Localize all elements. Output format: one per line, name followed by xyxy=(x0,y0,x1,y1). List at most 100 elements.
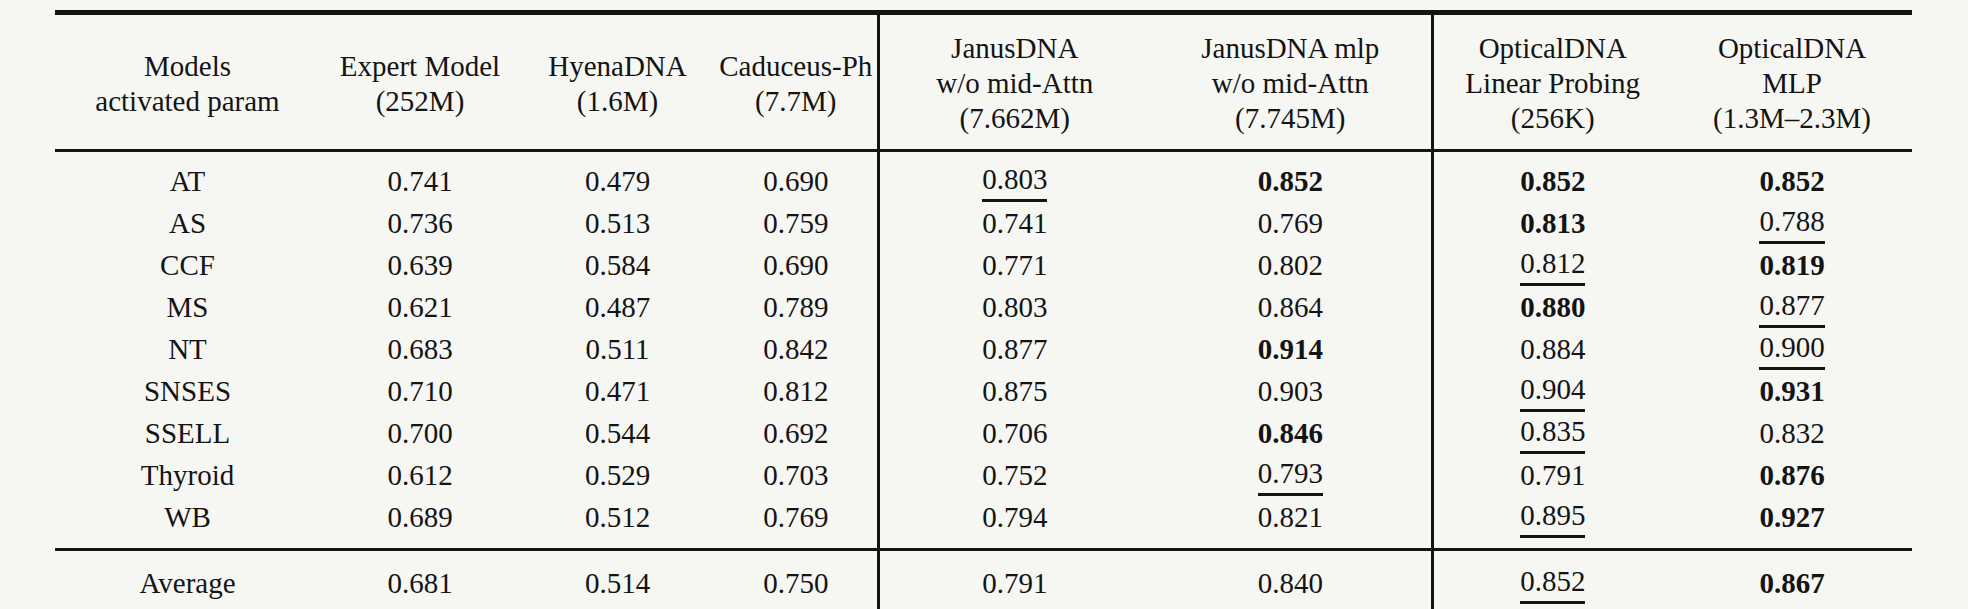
cell-value: 0.752 xyxy=(982,456,1047,494)
cell-value: 0.877 xyxy=(1759,286,1824,328)
cell-value: 0.812 xyxy=(763,372,828,410)
cell-value: 0.788 xyxy=(1759,202,1824,244)
table-cell: 0.867 xyxy=(1672,550,1912,609)
table-cell: 0.813 xyxy=(1432,202,1672,244)
column-header-line: Linear Probing xyxy=(1434,66,1673,101)
column-header-line: HyenaDNA xyxy=(520,49,715,84)
row-label: MS xyxy=(55,286,320,328)
cell-value: 0.864 xyxy=(1258,288,1323,326)
cell-value: 0.706 xyxy=(982,414,1047,452)
table-cell: 0.791 xyxy=(1432,454,1672,496)
table-cell: 0.741 xyxy=(878,202,1150,244)
table-cell: 0.821 xyxy=(1150,496,1432,550)
results-table: Modelsactivated paramExpert Model(252M)H… xyxy=(55,10,1912,609)
cell-value: 0.759 xyxy=(763,204,828,242)
table-cell: 0.512 xyxy=(520,496,715,550)
column-header-line: (7.7M) xyxy=(715,84,877,119)
table-cell: 0.710 xyxy=(320,370,520,412)
cell-value: 0.895 xyxy=(1520,496,1585,538)
table-row-snses: SNSES0.7100.4710.8120.8750.9030.9040.931 xyxy=(55,370,1912,412)
column-header-caduceus-ph: Caduceus-Ph(7.7M) xyxy=(715,13,878,151)
table-cell: 0.741 xyxy=(320,151,520,203)
cell-value: 0.794 xyxy=(982,498,1047,536)
table-cell: 0.875 xyxy=(878,370,1150,412)
table-cell: 0.931 xyxy=(1672,370,1912,412)
table-cell: 0.803 xyxy=(878,286,1150,328)
cell-value: 0.789 xyxy=(763,288,828,326)
cell-value: 0.683 xyxy=(387,330,452,368)
table-cell: 0.880 xyxy=(1432,286,1672,328)
cell-value: 0.690 xyxy=(763,162,828,200)
table-cell: 0.612 xyxy=(320,454,520,496)
row-label: CCF xyxy=(55,244,320,286)
table-cell: 0.802 xyxy=(1150,244,1432,286)
table-cell: 0.884 xyxy=(1432,328,1672,370)
cell-value: 0.584 xyxy=(585,246,650,284)
table-cell: 0.689 xyxy=(320,496,520,550)
cell-value: 0.884 xyxy=(1520,330,1585,368)
table-cell: 0.769 xyxy=(1150,202,1432,244)
cell-value: 0.741 xyxy=(982,204,1047,242)
table-header: Modelsactivated paramExpert Model(252M)H… xyxy=(55,13,1912,151)
table-cell: 0.877 xyxy=(878,328,1150,370)
cell-value: 0.529 xyxy=(585,456,650,494)
table-cell: 0.927 xyxy=(1672,496,1912,550)
row-label: AS xyxy=(55,202,320,244)
table-cell: 0.752 xyxy=(878,454,1150,496)
column-header-line: OpticalDNA xyxy=(1672,31,1912,66)
table-cell: 0.544 xyxy=(520,412,715,454)
table-row-at: AT0.7410.4790.6900.8030.8520.8520.852 xyxy=(55,151,1912,203)
cell-value: 0.840 xyxy=(1258,564,1323,602)
table-cell: 0.514 xyxy=(520,550,715,609)
table-cell: 0.852 xyxy=(1150,151,1432,203)
column-header-line: OpticalDNA xyxy=(1434,31,1673,66)
cell-value: 0.812 xyxy=(1520,244,1585,286)
table-cell: 0.690 xyxy=(715,151,878,203)
table-cell: 0.690 xyxy=(715,244,878,286)
column-header-opticaldna-linear-probing: OpticalDNALinear Probing(256K) xyxy=(1432,13,1672,151)
cell-value: 0.927 xyxy=(1759,498,1824,536)
table-cell: 0.769 xyxy=(715,496,878,550)
table-cell: 0.819 xyxy=(1672,244,1912,286)
table-cell: 0.904 xyxy=(1432,370,1672,412)
table-cell: 0.903 xyxy=(1150,370,1432,412)
cell-value: 0.813 xyxy=(1520,204,1585,242)
cell-value: 0.750 xyxy=(763,564,828,602)
average-row-label: Average xyxy=(55,550,320,609)
column-header-line: (252M) xyxy=(320,84,520,119)
cell-value: 0.846 xyxy=(1258,414,1323,452)
column-header-line: MLP xyxy=(1672,66,1912,101)
row-label: Thyroid xyxy=(55,454,320,496)
column-header-line: Expert Model xyxy=(320,49,520,84)
cell-value: 0.904 xyxy=(1520,370,1585,412)
average-row: Average0.6810.5140.7500.7910.8400.8520.8… xyxy=(55,550,1912,609)
table-cell: 0.812 xyxy=(715,370,878,412)
table-cell: 0.771 xyxy=(878,244,1150,286)
column-header-line: (1.6M) xyxy=(520,84,715,119)
cell-value: 0.479 xyxy=(585,162,650,200)
cell-value: 0.703 xyxy=(763,456,828,494)
cell-value: 0.513 xyxy=(585,204,650,242)
cell-value: 0.769 xyxy=(763,498,828,536)
column-header-line: (7.745M) xyxy=(1150,101,1431,136)
table-cell: 0.812 xyxy=(1432,244,1672,286)
cell-value: 0.842 xyxy=(763,330,828,368)
cell-value: 0.710 xyxy=(387,372,452,410)
table-cell: 0.683 xyxy=(320,328,520,370)
cell-value: 0.876 xyxy=(1759,456,1824,494)
cell-value: 0.835 xyxy=(1520,412,1585,454)
cell-value: 0.803 xyxy=(982,288,1047,326)
table-cell: 0.794 xyxy=(878,496,1150,550)
table-cell: 0.846 xyxy=(1150,412,1432,454)
table-cell: 0.803 xyxy=(878,151,1150,203)
column-header-line: Models xyxy=(55,49,320,84)
table-row-ms: MS0.6210.4870.7890.8030.8640.8800.877 xyxy=(55,286,1912,328)
column-header-line: Caduceus-Ph xyxy=(715,49,877,84)
table-cell: 0.487 xyxy=(520,286,715,328)
column-header-models: Modelsactivated param xyxy=(55,13,320,151)
column-header-line: w/o mid-Attn xyxy=(1150,66,1431,101)
table-cell: 0.706 xyxy=(878,412,1150,454)
table-row-thyroid: Thyroid0.6120.5290.7030.7520.7930.7910.8… xyxy=(55,454,1912,496)
table-cell: 0.832 xyxy=(1672,412,1912,454)
table-cell: 0.513 xyxy=(520,202,715,244)
